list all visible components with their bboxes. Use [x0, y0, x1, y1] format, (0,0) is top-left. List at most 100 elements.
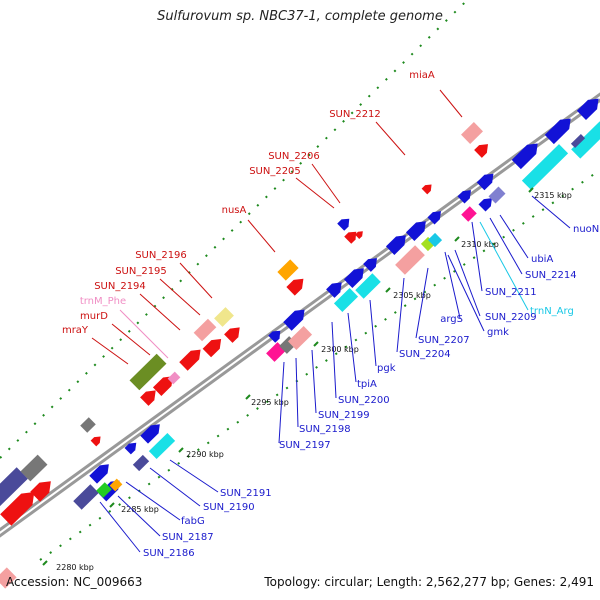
gene-block [0, 467, 28, 507]
gene-label: SUN_2209 [485, 312, 537, 323]
gene-label: SUN_2211 [485, 287, 537, 298]
gene-label: SUN_2212 [329, 109, 381, 120]
gene-label: trnM_Phe [80, 296, 126, 307]
gene-arrow [326, 282, 342, 298]
gene-block [571, 121, 600, 159]
gene-block [427, 232, 443, 248]
gene-label: murD [80, 311, 108, 322]
gene-arrow [544, 118, 571, 145]
gene-arrow [140, 424, 160, 444]
gene-label: pgk [377, 363, 396, 374]
gene-block [461, 122, 483, 144]
kbp-tick-label: 2285 kbp [121, 505, 159, 514]
gene-leader-line [169, 459, 219, 493]
kbp-tick-label: 2310 kbp [461, 240, 499, 249]
gene-arrow [140, 390, 156, 406]
gene-label: fabG [181, 516, 205, 527]
gene-arrow [0, 491, 35, 526]
gene-label: SUN_2207 [418, 335, 470, 346]
gene-block [395, 245, 425, 275]
kbp-tick-mark [42, 560, 48, 566]
gene-leader-line [278, 361, 285, 444]
gene-leader-line [369, 299, 377, 367]
gene-arrow [89, 464, 109, 484]
gene-arrow [202, 338, 222, 358]
gene-leader-line [454, 249, 481, 317]
gene-label: SUN_2194 [94, 281, 146, 292]
gene-block [132, 454, 150, 472]
gene-leader-line [91, 337, 129, 365]
gene-arrow [337, 218, 350, 231]
outer-guide-dotted-line [0, 0, 469, 459]
gene-block [109, 478, 123, 492]
gene-label: SUN_2191 [220, 488, 272, 499]
gene-block [461, 206, 477, 222]
gene-arrow [363, 258, 377, 272]
kbp-tick-mark [385, 287, 391, 293]
gene-arrow [511, 143, 538, 170]
gene-block [277, 259, 299, 281]
gene-block [96, 482, 112, 498]
gene-label: miaA [409, 70, 435, 81]
gene-label: SUN_2198 [299, 424, 351, 435]
gene-arrow [224, 327, 240, 343]
gene-block [214, 307, 234, 327]
gene-block [287, 326, 313, 350]
gene-leader-line [499, 214, 529, 259]
kbp-tick-label: 2290 kbp [186, 450, 224, 459]
gene-leader-line [159, 278, 201, 316]
gene-leader-line [375, 121, 406, 156]
gene-arrow [421, 184, 432, 195]
gene-label: gmk [487, 327, 509, 338]
gene-arrow [474, 144, 488, 158]
kbp-tick-mark [178, 447, 184, 453]
gene-leader-line [247, 219, 276, 253]
gene-label: SUN_2206 [268, 151, 320, 162]
gene-label: SUN_2205 [249, 166, 301, 177]
kbp-tick-label: 2280 kbp [56, 563, 94, 572]
gene-leader-line [117, 495, 161, 537]
gene-arrow [90, 436, 101, 447]
gene-label: argS [440, 314, 463, 325]
gene-label: SUN_2197 [279, 440, 331, 451]
gene-label: nusA [222, 205, 247, 216]
gene-label: mraY [62, 325, 89, 336]
gene-label: SUN_2214 [525, 270, 577, 281]
gene-block [333, 288, 359, 312]
gene-arrow [344, 231, 357, 244]
gene-leader-line [489, 217, 523, 275]
gene-leader-line [119, 309, 169, 359]
kbp-tick-label: 2305 kbp [393, 291, 431, 300]
gene-label: trnN_Arg [530, 306, 574, 317]
gene-arrow [343, 268, 364, 288]
gene-arrow [427, 211, 441, 225]
gene-leader-line [125, 481, 181, 521]
gene-block [129, 353, 167, 391]
gene-leader-line [111, 323, 151, 356]
gene-leader-line [149, 467, 201, 507]
gene-arrow [152, 376, 173, 396]
gene-block [355, 273, 381, 299]
gene-label: nuoN [573, 224, 599, 235]
kbp-tick-mark [313, 341, 319, 347]
gene-arrow [179, 349, 201, 371]
gene-block [167, 371, 181, 385]
gene-block [193, 318, 217, 342]
genome-summary-text: Topology: circular; Length: 2,562,277 bp… [264, 575, 594, 589]
gene-block [148, 432, 176, 460]
gene-arrow [576, 98, 599, 121]
gene-label: SUN_2195 [115, 266, 167, 277]
gene-arrow [478, 198, 492, 212]
gene-arrow [385, 235, 406, 255]
accession-text: Accession: NC_009663 [6, 575, 143, 589]
gene-leader-line [179, 262, 213, 299]
gene-leader-line [99, 501, 141, 553]
gene-arrow [283, 309, 305, 331]
gene-label: SUN_2190 [203, 502, 255, 513]
gene-block [521, 144, 569, 190]
gene-label: SUN_2200 [338, 395, 390, 406]
gene-arrow [124, 442, 137, 455]
gene-leader-line [139, 293, 181, 331]
